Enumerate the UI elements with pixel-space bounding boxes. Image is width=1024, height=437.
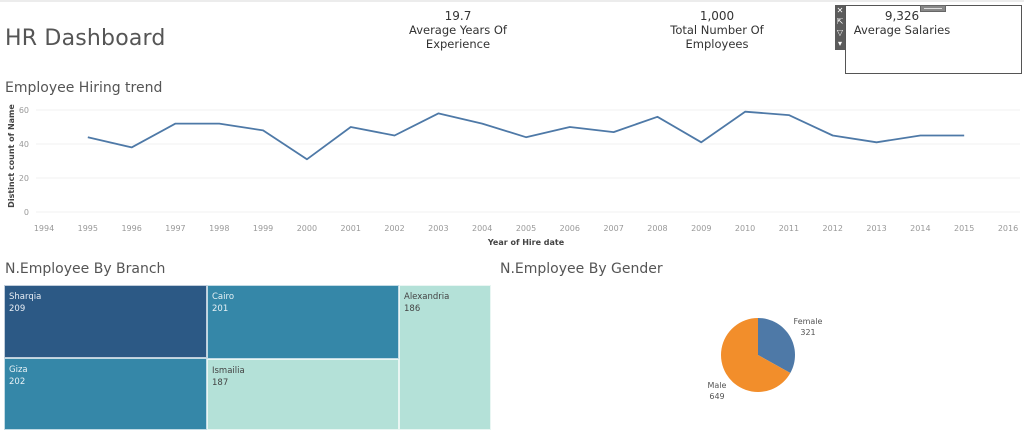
treemap-value: 202 <box>9 377 26 387</box>
data-point-2014[interactable] <box>917 133 923 139</box>
x-tick-label: 2005 <box>516 224 536 233</box>
x-tick-label: 1995 <box>78 224 98 233</box>
x-tick-label: 1999 <box>253 224 273 233</box>
move-handle[interactable] <box>920 5 946 12</box>
data-point-2012[interactable] <box>830 133 836 139</box>
popout-icon[interactable]: ⇱ <box>836 17 844 26</box>
branch-title: N.Employee By Branch <box>5 261 166 277</box>
gender-pie-chart[interactable]: Female 321 Male 649 <box>690 300 840 410</box>
treemap-value: 209 <box>9 304 26 314</box>
treemap-value: 201 <box>212 304 229 314</box>
x-axis-label: Year of Hire date <box>487 238 565 247</box>
treemap-label: Cairo <box>212 292 235 302</box>
x-tick-label: 1998 <box>209 224 229 233</box>
hiring-trend-chart[interactable]: 0 20 40 60 1994 1995 1996 1997 1998 1999 2000 2001… <box>0 100 1024 250</box>
treemap-cell-alexandria[interactable]: Alexandria 186 <box>399 285 491 430</box>
treemap-cell-sharqia[interactable]: Sharqia 209 <box>4 285 207 358</box>
data-point-1996[interactable] <box>129 144 135 150</box>
pie-value: 321 <box>800 328 815 337</box>
data-point-1999[interactable] <box>260 127 266 133</box>
y-tick-label: 0 <box>24 208 29 217</box>
x-tick-label: 1997 <box>165 224 185 233</box>
pie-label: Female <box>794 317 823 326</box>
hiring-trend-line[interactable] <box>87 110 965 161</box>
treemap-value: 187 <box>212 378 229 388</box>
pie-slice-male[interactable] <box>721 318 791 392</box>
data-point-2002[interactable] <box>392 133 398 139</box>
data-point-2006[interactable] <box>567 124 573 130</box>
x-tick-label: 2013 <box>866 224 886 233</box>
x-tick-label: 2012 <box>823 224 843 233</box>
x-tick-label: 2015 <box>954 224 974 233</box>
data-point-2010[interactable] <box>742 109 748 115</box>
treemap-cell-giza[interactable]: Giza 202 <box>4 358 207 430</box>
data-point-2003[interactable] <box>435 110 441 116</box>
x-tick-label: 1996 <box>121 224 141 233</box>
data-point-2015[interactable] <box>961 133 967 139</box>
x-tick-label: 2016 <box>998 224 1018 233</box>
data-point-2005[interactable] <box>523 134 529 140</box>
treemap-label: Alexandria <box>404 292 450 302</box>
y-tick-label: 20 <box>19 174 29 183</box>
data-point-1998[interactable] <box>216 121 222 127</box>
treemap-cell-cairo[interactable]: Cairo 201 <box>207 285 399 359</box>
pie-label: Male <box>708 381 727 390</box>
x-tick-label: 2002 <box>384 224 404 233</box>
data-point-1997[interactable] <box>172 121 178 127</box>
x-tick-label: 2009 <box>691 224 711 233</box>
data-point-2001[interactable] <box>348 124 354 130</box>
data-point-1995[interactable] <box>85 134 91 140</box>
kpi-label: Total Number Of Employees <box>670 23 764 51</box>
data-point-2013[interactable] <box>874 139 880 145</box>
branch-treemap[interactable]: Sharqia 209 Giza 202 Cairo 201 Ismailia 187 Alex… <box>4 285 491 430</box>
kpi-value: 1,000 <box>699 9 735 23</box>
data-point-2009[interactable] <box>698 139 704 145</box>
x-tick-label: 2010 <box>735 224 755 233</box>
y-tick-label: 40 <box>19 140 29 149</box>
data-point-2011[interactable] <box>786 112 792 118</box>
top-border <box>0 0 1024 2</box>
more-options-icon[interactable]: ▾ <box>837 39 842 48</box>
hiring-trend-title: Employee Hiring trend <box>5 80 163 96</box>
kpi-total-employees[interactable]: 1,000 Total Number Of Employees <box>638 9 796 51</box>
x-tick-label: 2004 <box>472 224 492 233</box>
x-tick-label: 2008 <box>647 224 667 233</box>
treemap-cell-ismailia[interactable]: Ismailia 187 <box>207 359 399 430</box>
page-title: HR Dashboard <box>5 26 166 51</box>
x-tick-label: 2011 <box>779 224 799 233</box>
y-axis-label: Distinct count of Name <box>7 104 16 208</box>
data-point-2004[interactable] <box>479 121 485 127</box>
kpi-label: Average Salaries <box>853 23 951 37</box>
treemap-label: Giza <box>9 365 28 375</box>
selection-toolbar: ✕ ⇱ ▽ ▾ <box>835 5 845 50</box>
x-tick-label: 2003 <box>428 224 448 233</box>
x-tick-label: 2006 <box>560 224 580 233</box>
kpi-label: Average Years Of Experience <box>409 23 507 51</box>
x-tick-label: 2000 <box>297 224 317 233</box>
pie-value: 649 <box>709 392 724 401</box>
data-point-2007[interactable] <box>611 129 617 135</box>
data-point-2008[interactable] <box>654 114 660 120</box>
treemap-label: Ismailia <box>212 366 245 376</box>
y-tick-label: 60 <box>19 106 29 115</box>
x-tick-label: 1994 <box>34 224 54 233</box>
filter-icon[interactable]: ▽ <box>836 28 844 37</box>
x-tick-label: 2001 <box>341 224 361 233</box>
kpi-avg-experience[interactable]: 19.7 Average Years Of Experience <box>378 9 538 51</box>
gender-title: N.Employee By Gender <box>500 261 663 277</box>
kpi-value: 9,326 <box>884 9 920 23</box>
data-point-2000[interactable] <box>304 156 310 162</box>
x-tick-label: 2014 <box>910 224 930 233</box>
close-icon[interactable]: ✕ <box>836 6 844 15</box>
kpi-value: 19.7 <box>444 9 472 23</box>
pie-slice-female[interactable] <box>758 318 795 374</box>
treemap-label: Sharqia <box>9 292 42 302</box>
kpi-avg-salaries[interactable]: 9,326 Average Salaries <box>848 9 956 37</box>
treemap-value: 186 <box>404 304 421 314</box>
x-tick-label: 2007 <box>603 224 623 233</box>
